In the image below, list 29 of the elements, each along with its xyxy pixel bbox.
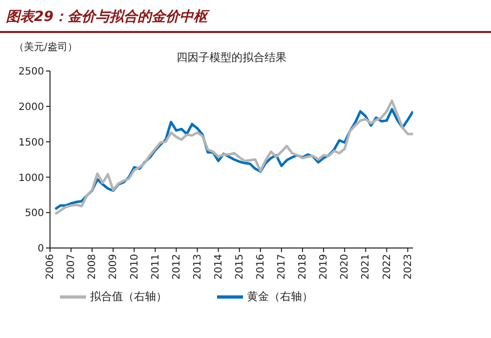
x-tick-label: 2018	[298, 254, 309, 280]
y-tick-label: 500	[24, 208, 44, 220]
x-tick-label: 2023	[402, 254, 414, 280]
x-tick-label: 2019	[318, 254, 330, 280]
chart-subtitle: 四因子模型的拟合结果	[176, 51, 286, 64]
x-tick-label: 2015	[234, 254, 246, 280]
x-tick-label: 2012	[171, 254, 182, 280]
x-tick-label: 2022	[382, 254, 393, 280]
x-tick-label: 2006	[45, 254, 56, 280]
x-tick-label: 2016	[256, 254, 267, 280]
chart-title: 图表29：金价与拟合的金价中枢	[6, 8, 208, 26]
y-tick-label: 0	[38, 244, 44, 255]
y-tick-label: 2500	[18, 66, 44, 78]
x-tick-label: 2011	[150, 254, 162, 280]
x-tick-label: 2014	[213, 254, 224, 280]
x-tick-label: 2021	[360, 254, 372, 280]
x-tick-label: 2008	[87, 254, 98, 280]
x-tick-label: 2009	[108, 254, 120, 280]
legend-label: 拟合值（右轴）	[90, 290, 167, 304]
legend-label: 黄金（右轴）	[247, 290, 313, 304]
x-tick-label: 2007	[66, 254, 78, 280]
x-tick-label: 2017	[276, 254, 288, 280]
x-tick-label: 2010	[129, 254, 140, 280]
x-tick-label: 2013	[192, 254, 204, 280]
x-tick-label: 2020	[340, 254, 351, 280]
y-tick-label: 2000	[18, 102, 44, 113]
y-tick-label: 1500	[18, 137, 44, 148]
y-axis-title: （美元/盎司）	[14, 40, 78, 54]
y-tick-label: 1000	[18, 172, 44, 184]
